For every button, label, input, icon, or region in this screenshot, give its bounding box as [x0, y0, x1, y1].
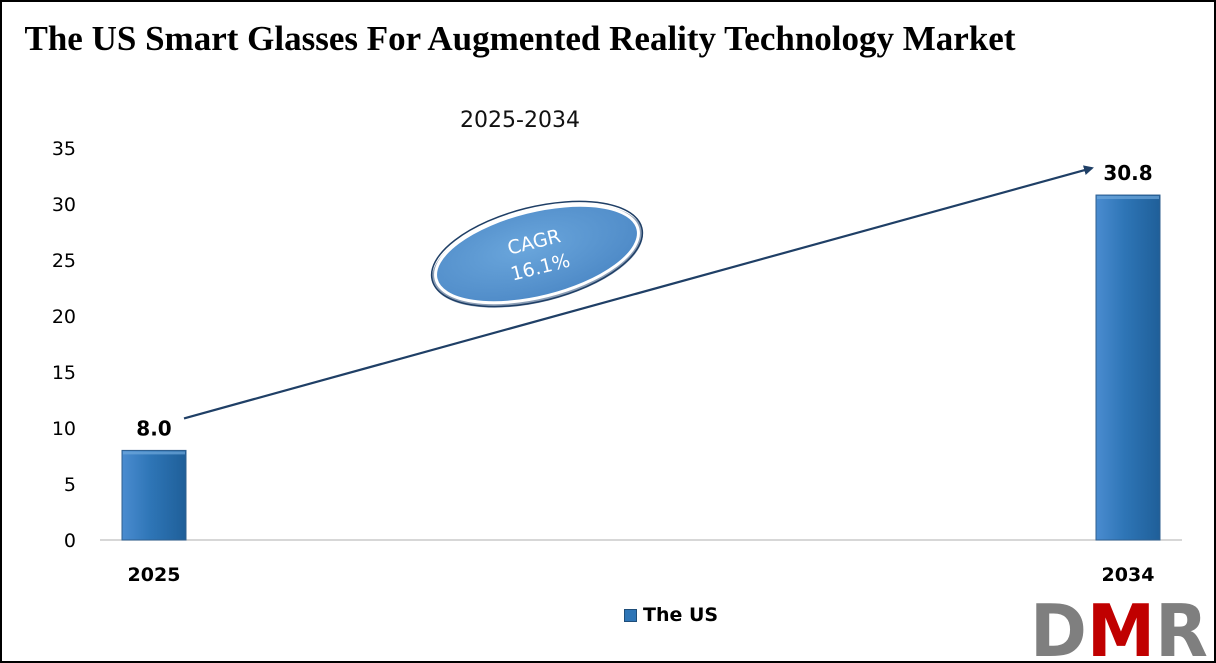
legend: The US [624, 604, 718, 626]
bar-highlight [1097, 196, 1159, 200]
bar-highlight [123, 451, 185, 455]
legend-label: The US [643, 604, 719, 626]
y-tick-label: 15 [52, 362, 76, 384]
bar [121, 449, 187, 541]
y-tick-label: 35 [52, 138, 76, 160]
dmr-logo: DMR [1030, 594, 1208, 658]
cagr-arrow [183, 165, 1094, 420]
chart-title: The US Smart Glasses For Augmented Reali… [24, 19, 1016, 58]
data-label: 8.0 [136, 416, 171, 440]
y-tick-label: 0 [64, 530, 76, 552]
x-tick-label: 2025 [128, 564, 181, 586]
y-tick-label: 30 [52, 194, 76, 216]
svg-text:DMR: DMR [1030, 594, 1208, 658]
y-tick-label: 25 [52, 250, 76, 272]
bar [1095, 194, 1161, 541]
data-label: 30.8 [1103, 161, 1152, 185]
y-tick-label: 20 [52, 306, 76, 328]
x-tick-label: 2034 [1102, 564, 1155, 586]
y-tick-label: 5 [64, 474, 76, 496]
y-tick-label: 10 [52, 418, 76, 440]
chart-subtitle: 2025-2034 [460, 108, 580, 133]
cagr-badge-ellipse [434, 203, 640, 305]
legend-swatch [624, 608, 637, 622]
